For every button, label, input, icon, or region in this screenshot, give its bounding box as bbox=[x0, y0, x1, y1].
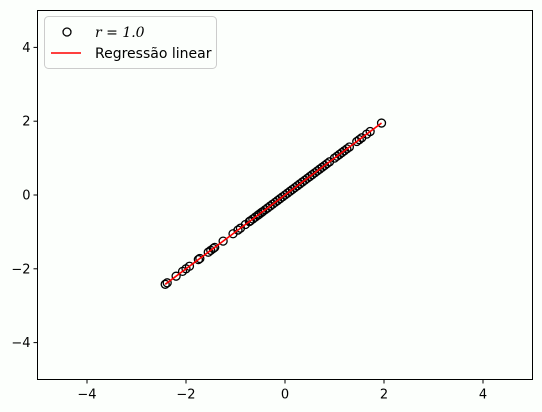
y-axis: −4 −2 0 2 4 bbox=[11, 41, 38, 351]
data-point bbox=[354, 134, 364, 145]
y-tick-label: −2 bbox=[11, 262, 30, 277]
data-point bbox=[233, 225, 243, 235]
data-point bbox=[171, 271, 181, 281]
data-point bbox=[218, 236, 228, 246]
legend-box bbox=[44, 16, 217, 69]
x-tick-label: 0 bbox=[281, 388, 289, 403]
regression-series bbox=[164, 122, 383, 285]
data-point bbox=[195, 253, 205, 264]
y-tick-label: −4 bbox=[11, 336, 30, 351]
x-axis: −4 −2 0 2 4 bbox=[77, 379, 487, 403]
data-point bbox=[365, 126, 375, 137]
legend-marker-scatter bbox=[62, 27, 72, 37]
data-point bbox=[184, 261, 195, 271]
data-point bbox=[160, 279, 170, 289]
legend: r = 1.0 Regressão linear bbox=[44, 16, 217, 69]
x-tick-label: −4 bbox=[77, 388, 96, 403]
data-point bbox=[376, 118, 387, 128]
x-tick-label: 4 bbox=[479, 388, 487, 403]
y-tick-label: 2 bbox=[22, 115, 30, 130]
data-point bbox=[162, 278, 172, 288]
data-point bbox=[344, 142, 355, 152]
data-point bbox=[193, 254, 204, 265]
data-point bbox=[342, 144, 352, 154]
x-tick-label: −2 bbox=[176, 388, 195, 403]
scatter-series bbox=[160, 118, 387, 289]
y-tick-label: 0 bbox=[22, 189, 30, 204]
data-point bbox=[322, 158, 332, 169]
legend-label-scatter: r = 1.0 bbox=[95, 25, 145, 41]
data-point bbox=[210, 242, 220, 253]
regression-line bbox=[164, 122, 383, 285]
x-tick-label: 2 bbox=[380, 388, 388, 403]
y-tick-label: 4 bbox=[22, 41, 30, 56]
data-point bbox=[208, 243, 218, 254]
legend-label-regression: Regressão linear bbox=[95, 46, 212, 62]
